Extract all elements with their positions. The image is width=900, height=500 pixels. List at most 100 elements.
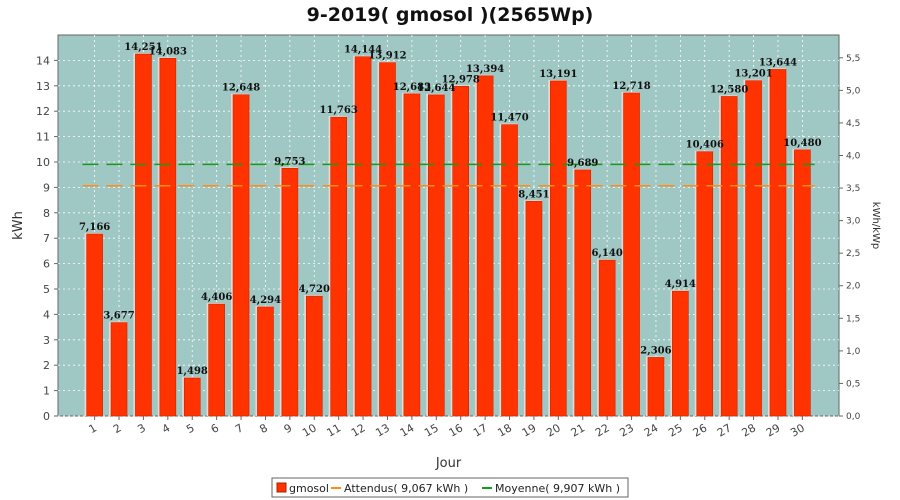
legend-box xyxy=(271,477,629,498)
x-tick-label: 12 xyxy=(349,421,368,439)
x-tick-label: 16 xyxy=(447,421,466,439)
y2-tick-label: 3,5 xyxy=(846,184,860,194)
y2-tick-label: 3,0 xyxy=(846,217,861,227)
legend-label-gmosol: gmosol xyxy=(289,482,329,495)
data-label: 4,914 xyxy=(665,279,696,290)
data-label: 9,689 xyxy=(567,158,598,169)
data-label: 12,644 xyxy=(417,83,455,94)
bar xyxy=(672,290,689,417)
x-tick-label: 15 xyxy=(422,421,441,439)
data-label: 12,580 xyxy=(710,84,748,95)
y-axis-label: kWh xyxy=(11,211,26,240)
y-tick-label: 4 xyxy=(43,308,50,321)
bar xyxy=(623,92,640,417)
y-tick-label: 6 xyxy=(43,258,50,271)
legend: gmosol Attendus( 9,067 kWh ) Moyenne( 9,… xyxy=(271,477,629,498)
data-label: 9,753 xyxy=(274,156,305,167)
bar xyxy=(476,75,494,417)
bar xyxy=(232,94,250,417)
y-tick-label: 12 xyxy=(36,105,50,118)
y2-tick-label: 1,5 xyxy=(846,314,860,324)
y-tick-label: 11 xyxy=(36,131,50,144)
x-tick-label: 8 xyxy=(257,421,270,436)
x-tick-label: 24 xyxy=(642,421,661,439)
x-tick-label: 11 xyxy=(325,421,344,439)
bar xyxy=(86,233,103,417)
bar xyxy=(330,116,347,417)
data-label: 13,644 xyxy=(759,57,797,68)
data-label: 13,912 xyxy=(368,51,406,62)
y2-tick-label: 2,0 xyxy=(846,282,861,292)
data-label: 4,406 xyxy=(201,292,232,303)
x-tick-label: 4 xyxy=(160,421,173,436)
y-tick-label: 9 xyxy=(43,181,50,194)
x-tick-label: 30 xyxy=(788,421,807,439)
y-tick-label: 5 xyxy=(43,283,50,296)
data-label: 14,083 xyxy=(149,46,187,57)
data-label: 14,144 xyxy=(344,45,382,56)
y2-tick-label: 0,0 xyxy=(846,412,861,422)
x-tick-label: 10 xyxy=(300,421,319,439)
data-label: 12,978 xyxy=(442,74,480,85)
x-tick-label: 29 xyxy=(764,421,783,439)
data-label: 12,648 xyxy=(222,83,260,94)
y-tick-label: 14 xyxy=(36,54,50,67)
legend-swatch-gmosol xyxy=(276,482,287,493)
bar xyxy=(183,377,201,417)
y-tick-label: 3 xyxy=(43,334,50,347)
x-tick-label: 6 xyxy=(209,421,222,436)
x-tick-label: 14 xyxy=(398,421,417,439)
bar xyxy=(745,80,762,417)
bar xyxy=(598,259,616,417)
y-tick-label: 7 xyxy=(43,232,50,245)
bar xyxy=(794,149,811,417)
data-label: 11,763 xyxy=(320,105,358,116)
data-label: 12,718 xyxy=(612,81,650,92)
bar xyxy=(427,94,445,417)
x-tick-label: 26 xyxy=(691,421,710,439)
y2-axis-label: kWh/kWp xyxy=(870,202,881,249)
bar xyxy=(159,57,177,417)
x-tick-label: 9 xyxy=(282,421,295,436)
bar xyxy=(769,69,787,417)
bar xyxy=(696,151,714,417)
y2-tick-label: 4,5 xyxy=(846,119,860,129)
data-label: 3,677 xyxy=(103,311,134,322)
bar xyxy=(110,322,128,417)
legend-label-attendus: Attendus( 9,067 kWh ) xyxy=(344,482,468,495)
data-label: 7,166 xyxy=(79,222,110,233)
x-tick-label: 20 xyxy=(544,421,563,439)
bar xyxy=(257,306,274,417)
x-tick-label: 22 xyxy=(593,421,612,439)
bar xyxy=(647,357,665,417)
y-tick-label: 13 xyxy=(36,80,50,93)
data-label: 1,498 xyxy=(177,366,208,377)
x-tick-label: 27 xyxy=(715,421,734,439)
bars xyxy=(84,53,811,417)
x-tick-label: 21 xyxy=(569,421,588,439)
y-tick-label: 1 xyxy=(43,385,50,398)
y2-tick-label: 1,0 xyxy=(846,347,861,357)
x-tick-label: 19 xyxy=(520,421,539,439)
y2-tick-label: 4,0 xyxy=(846,151,861,161)
x-tick-label: 1 xyxy=(87,421,100,436)
bar xyxy=(305,295,323,417)
x-tick-label: 25 xyxy=(666,421,685,439)
data-label: 13,394 xyxy=(466,64,504,75)
y-tick-label: 2 xyxy=(43,359,50,372)
x-tick-label: 17 xyxy=(471,421,490,439)
data-label: 10,480 xyxy=(783,138,821,149)
reference-lines xyxy=(82,163,815,187)
data-label: 6,140 xyxy=(591,248,622,259)
data-label: 13,201 xyxy=(734,69,772,80)
axes: 012345678910111213140,00,51,01,52,02,53,… xyxy=(36,54,861,440)
y-tick-label: 0 xyxy=(43,410,50,423)
y-tick-label: 8 xyxy=(43,207,50,220)
bar xyxy=(452,86,470,417)
data-label: 8,451 xyxy=(518,189,549,200)
bar xyxy=(403,93,421,417)
data-label: 4,720 xyxy=(299,284,330,295)
bar xyxy=(501,124,518,417)
legend-label-moyenne: Moyenne( 9,907 kWh ) xyxy=(495,482,620,495)
